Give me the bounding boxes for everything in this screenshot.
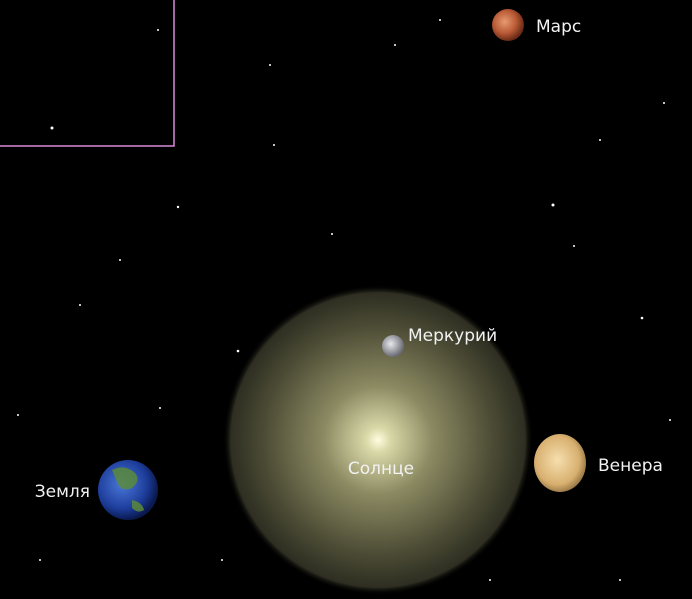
earth-land xyxy=(112,467,144,512)
mars[interactable] xyxy=(492,9,524,41)
planet-label: Меркурий xyxy=(408,326,497,346)
sun-label: Солнце xyxy=(348,459,414,479)
mercury[interactable] xyxy=(382,335,404,357)
sun[interactable] xyxy=(223,285,533,595)
stars xyxy=(17,19,671,581)
planet-label: Марс xyxy=(536,17,581,37)
planet-label: Венера xyxy=(598,456,663,476)
earth[interactable] xyxy=(98,460,158,520)
venus[interactable] xyxy=(534,434,586,492)
planet-label: Земля xyxy=(35,482,90,502)
selection-frame[interactable] xyxy=(0,0,175,147)
